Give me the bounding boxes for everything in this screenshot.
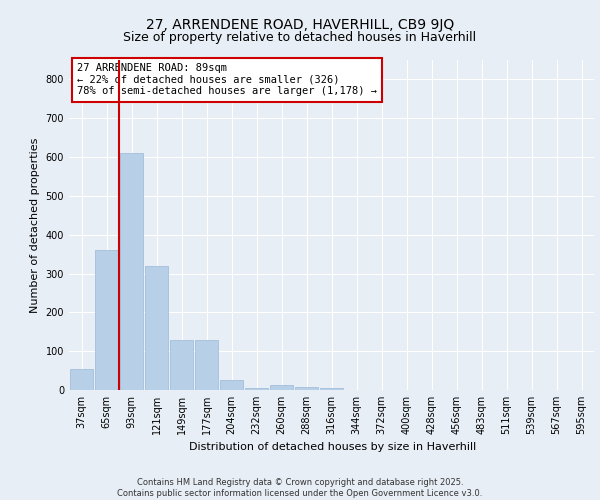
Bar: [295, 387, 318, 390]
Y-axis label: Number of detached properties: Number of detached properties: [30, 138, 40, 312]
Bar: [220, 380, 243, 390]
Bar: [320, 388, 343, 390]
Bar: [70, 368, 93, 390]
Bar: [95, 250, 118, 390]
Bar: [120, 153, 143, 390]
Bar: [145, 266, 168, 390]
Text: Contains HM Land Registry data © Crown copyright and database right 2025.
Contai: Contains HM Land Registry data © Crown c…: [118, 478, 482, 498]
Text: 27 ARRENDENE ROAD: 89sqm
← 22% of detached houses are smaller (326)
78% of semi-: 27 ARRENDENE ROAD: 89sqm ← 22% of detach…: [77, 64, 377, 96]
Bar: [195, 340, 218, 390]
Text: Distribution of detached houses by size in Haverhill: Distribution of detached houses by size …: [190, 442, 476, 452]
Bar: [270, 386, 293, 390]
Bar: [245, 388, 268, 390]
Text: 27, ARRENDENE ROAD, HAVERHILL, CB9 9JQ: 27, ARRENDENE ROAD, HAVERHILL, CB9 9JQ: [146, 18, 454, 32]
Text: Size of property relative to detached houses in Haverhill: Size of property relative to detached ho…: [124, 31, 476, 44]
Bar: [170, 340, 193, 390]
